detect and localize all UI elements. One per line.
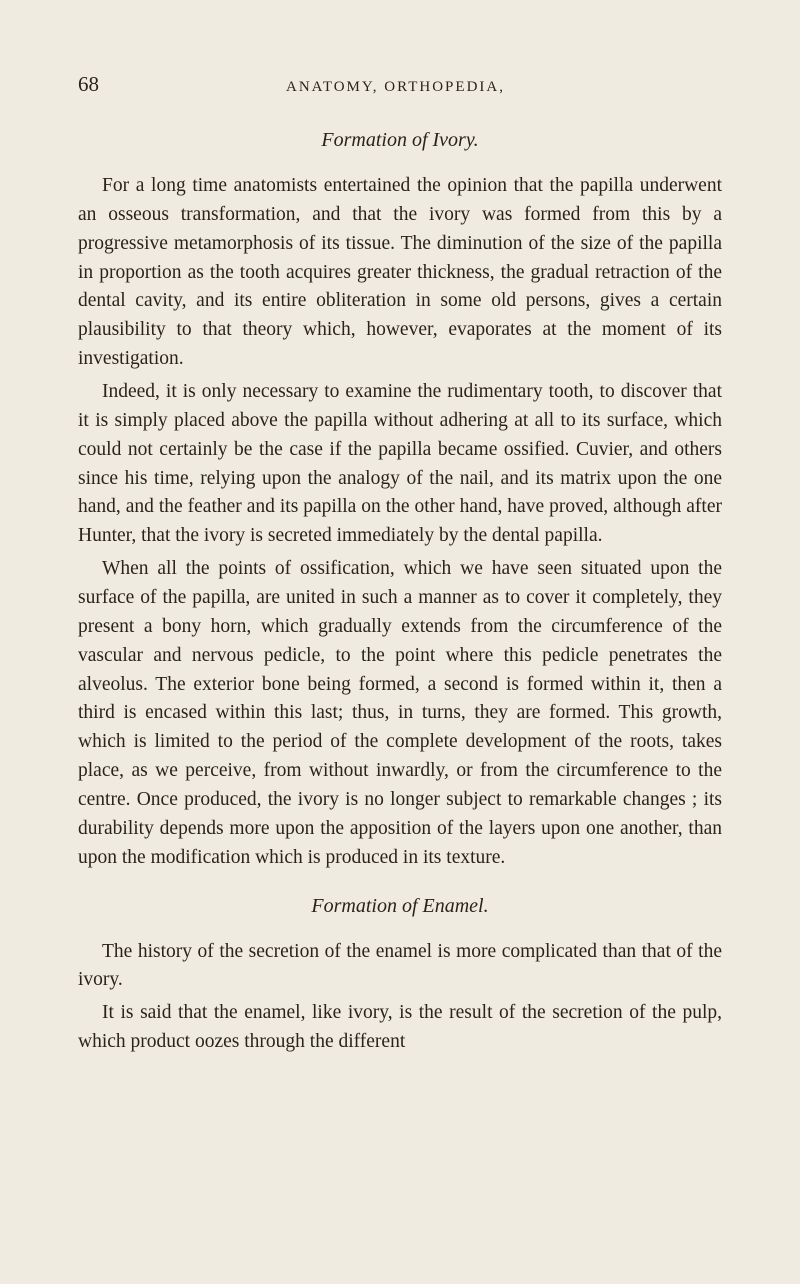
page-header: 68 ANATOMY, ORTHOPEDIA, — [78, 72, 722, 97]
section-spacer — [78, 877, 722, 895]
paragraph: The history of the secretion of the enam… — [78, 938, 722, 996]
paragraph: When all the points of ossification, whi… — [78, 555, 722, 872]
paragraph: Indeed, it is only necessary to examine … — [78, 378, 722, 551]
paragraph: For a long time anatomists entertained t… — [78, 172, 722, 374]
section-title-enamel: Formation of Enamel. — [78, 895, 722, 918]
page-container: 68 ANATOMY, ORTHOPEDIA, Formation of Ivo… — [0, 0, 800, 1121]
running-head: ANATOMY, ORTHOPEDIA, — [99, 79, 722, 96]
page-number: 68 — [78, 72, 99, 97]
paragraph: It is said that the enamel, like ivory, … — [78, 999, 722, 1057]
section-title-ivory: Formation of Ivory. — [78, 129, 722, 152]
